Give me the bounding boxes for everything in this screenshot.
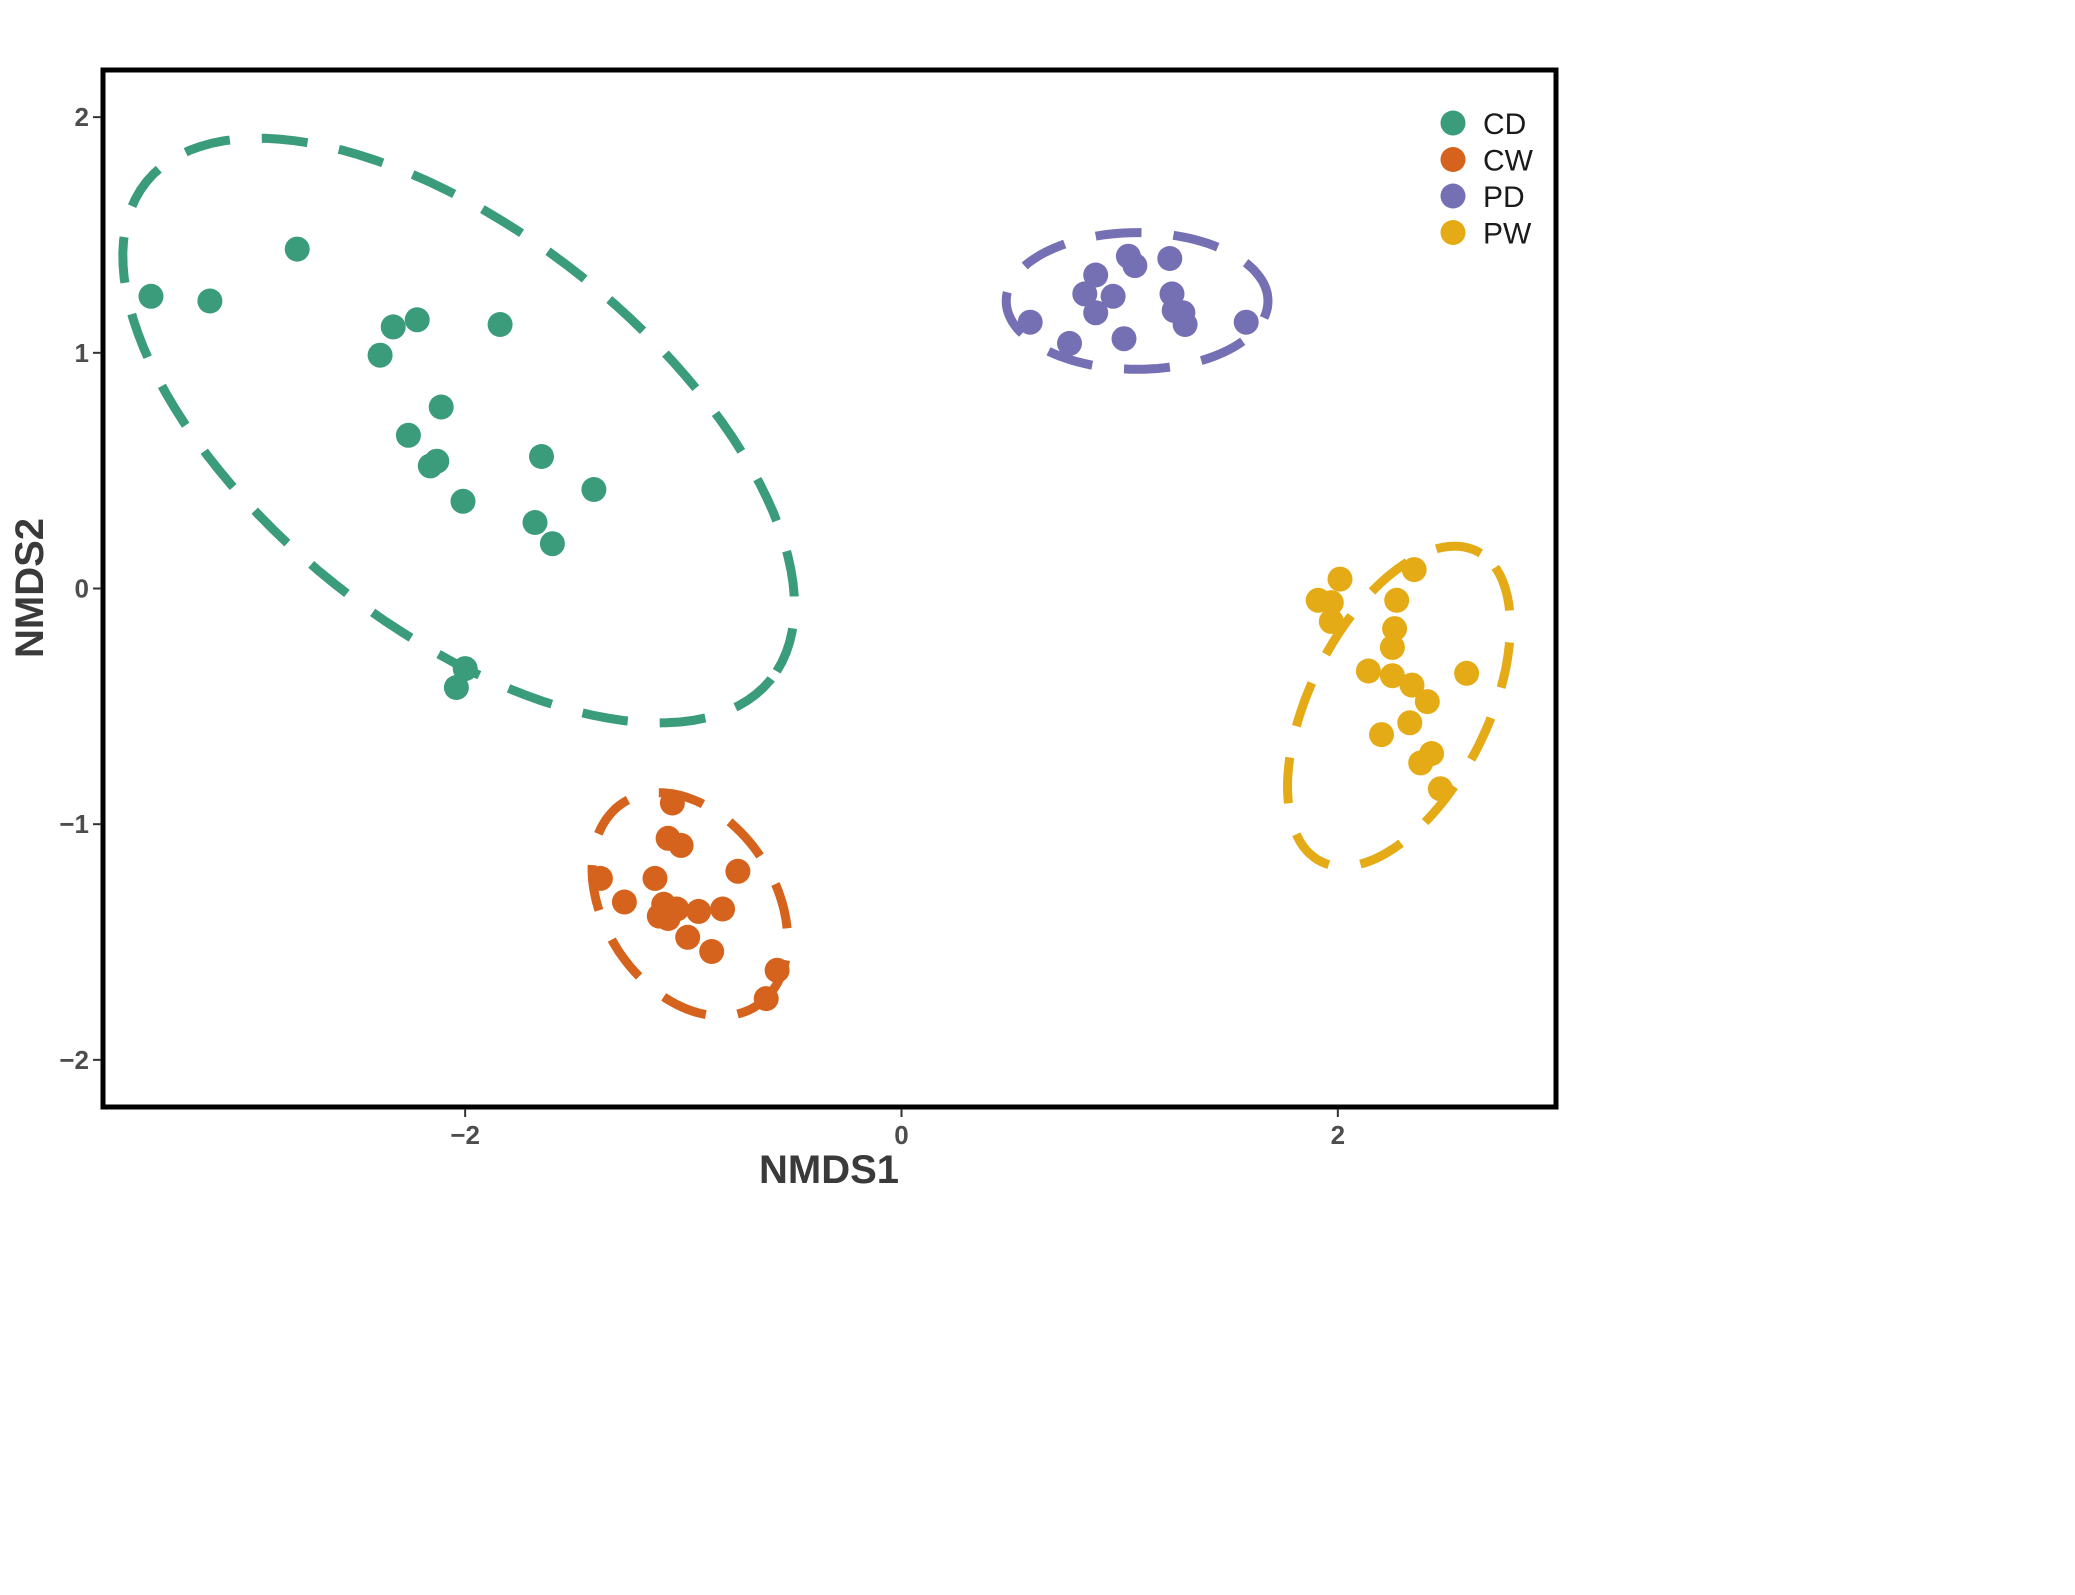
ellipse-pd <box>1001 228 1273 374</box>
y-tick-label: 0 <box>75 574 89 604</box>
point-cw-0 <box>659 790 685 816</box>
point-cw-2 <box>668 832 694 858</box>
point-pw-14 <box>1454 660 1480 686</box>
point-cw-11 <box>710 896 736 922</box>
point-pw-17 <box>1427 776 1453 802</box>
point-cd-4 <box>380 314 406 340</box>
y-axis: −2 −1 0 1 2 <box>59 102 101 1075</box>
point-pd-1 <box>1057 330 1082 356</box>
point-cd-8 <box>428 394 454 420</box>
x-tick-label: 2 <box>1331 1120 1345 1150</box>
point-pd-13 <box>1172 312 1198 337</box>
point-cw-3 <box>642 865 668 891</box>
x-axis-title: NMDS1 <box>759 1148 899 1192</box>
point-cw-9 <box>655 906 681 931</box>
point-cw-4 <box>587 865 613 891</box>
point-cd-14 <box>522 510 548 535</box>
point-cd-16 <box>452 656 478 682</box>
point-pw-12 <box>1397 710 1423 736</box>
legend-label-cd: CD <box>1483 108 1526 141</box>
y-tick-label: −2 <box>59 1045 89 1075</box>
point-pd-8 <box>1111 326 1137 352</box>
point-cw-14 <box>725 858 751 884</box>
ellipse-pw <box>1282 541 1515 872</box>
point-cd-13 <box>581 477 607 502</box>
point-pw-3 <box>1318 609 1344 634</box>
point-cd-5 <box>404 307 430 333</box>
point-cd-15 <box>539 531 565 557</box>
point-pd-7 <box>1122 253 1148 279</box>
point-pd-0 <box>1017 309 1043 335</box>
point-pw-9 <box>1379 663 1405 689</box>
point-cd-3 <box>367 342 393 368</box>
point-pd-4 <box>1083 300 1109 326</box>
point-pd-14 <box>1233 309 1259 335</box>
point-pd-3 <box>1083 262 1109 288</box>
legend-label-pd: PD <box>1483 181 1525 214</box>
x-tick-label: 0 <box>894 1120 908 1150</box>
point-pw-13 <box>1369 722 1394 748</box>
point-cw-13 <box>699 939 725 964</box>
point-cd-0 <box>138 283 164 309</box>
point-pw-16 <box>1408 750 1434 776</box>
ellipse-cd <box>118 133 799 728</box>
chart-background <box>0 0 1568 1213</box>
legend-key-cw <box>1440 147 1466 172</box>
point-pw-7 <box>1379 634 1405 660</box>
point-pd-2 <box>1072 281 1098 307</box>
point-cd-11 <box>450 488 476 514</box>
point-cd-12 <box>529 444 554 469</box>
legend-key-cd <box>1440 110 1466 136</box>
point-pw-5 <box>1384 587 1410 613</box>
legend-label-cw: CW <box>1483 145 1534 178</box>
point-pw-0 <box>1327 566 1353 592</box>
y-tick-label: 1 <box>75 338 89 368</box>
point-pd-5 <box>1100 283 1126 309</box>
x-tick-label: −2 <box>450 1120 480 1150</box>
point-pw-10 <box>1399 672 1425 698</box>
point-cd-17 <box>443 675 469 700</box>
point-pw-11 <box>1414 689 1440 715</box>
point-cd-10 <box>417 453 443 479</box>
point-pd-9 <box>1157 246 1183 271</box>
legend-key-pd <box>1440 183 1466 209</box>
ellipse-cw <box>587 788 793 1021</box>
point-cw-10 <box>686 898 712 924</box>
y-tick-label: −1 <box>59 809 89 839</box>
point-pw-8 <box>1355 658 1381 684</box>
x-axis: −2 0 2 <box>450 1109 1345 1150</box>
point-pw-6 <box>1382 616 1408 642</box>
point-pw-4 <box>1401 557 1427 583</box>
point-cd-6 <box>487 312 513 337</box>
plot-panel-border <box>100 67 1559 1110</box>
data-points <box>138 236 1480 1012</box>
y-axis-title: NMDS2 <box>8 518 52 658</box>
point-pw-2 <box>1318 590 1344 616</box>
point-cd-2 <box>284 236 310 262</box>
point-cw-12 <box>675 924 701 950</box>
legend-label-pw: PW <box>1483 218 1532 251</box>
legend-key-pw <box>1440 220 1466 245</box>
y-tick-label: 2 <box>75 102 89 132</box>
point-cw-16 <box>753 986 779 1012</box>
point-cw-15 <box>764 957 790 983</box>
point-cd-1 <box>197 288 223 314</box>
confidence-ellipses <box>118 133 1515 1021</box>
point-cd-7 <box>395 422 421 448</box>
point-cw-5 <box>611 889 637 915</box>
